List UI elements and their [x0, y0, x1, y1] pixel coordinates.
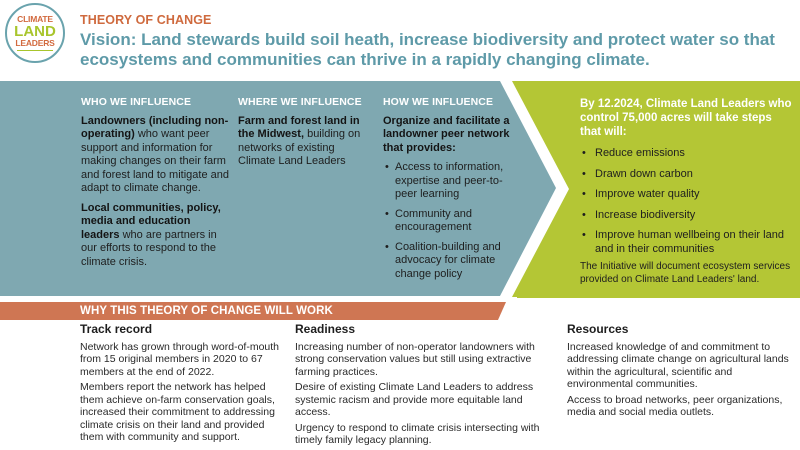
how-intro-bold: Organize and facilitate a landowner peer… [383, 114, 510, 154]
logo-underline [17, 49, 53, 52]
readiness-column: Readiness Increasing number of non-opera… [295, 323, 560, 450]
climate-land-leaders-logo: CLIMATE LAND LEADERS [5, 3, 65, 63]
logo-text-land: LAND [14, 22, 56, 40]
where-paragraph: Farm and forest land in the Midwest, bui… [238, 115, 373, 169]
where-we-influence-column: WHERE WE INFLUENCE Farm and forest land … [238, 96, 373, 175]
track-record-title: Track record [80, 322, 153, 336]
who-p2-bold: Local communities, policy, media and edu… [81, 201, 221, 241]
where-p1-bold: Farm and forest land in the Midwest, [238, 114, 360, 141]
resources-paragraph: Increased knowledge of and commitment to… [567, 340, 789, 391]
how-intro: Organize and facilitate a landowner peer… [383, 115, 518, 156]
outcome-list-item: Improve human wellbeing on their land an… [580, 229, 795, 256]
resources-paragraph: Access to broad networks, peer organizat… [567, 393, 783, 419]
how-heading: HOW WE INFLUENCE [383, 96, 494, 108]
outcome-list-item: Drawn down carbon [580, 168, 795, 182]
who-p1-text: who want peer support and information fo… [81, 128, 229, 194]
logo-text-climate: CLIMATE [17, 13, 53, 24]
where-p1-text: building on networks of existing Climate… [238, 128, 361, 167]
readiness-paragraph: Urgency to respond to climate crisis int… [295, 421, 540, 447]
readiness-paragraph: Increasing number of non-operator landow… [295, 340, 535, 378]
page-kicker: THEORY OF CHANGE [80, 13, 212, 27]
who-paragraph-1: Landowners (including non-operating) who… [81, 115, 231, 196]
vision-statement: Vision: Land stewards build soil heath, … [80, 30, 775, 69]
outcome-heading: By 12.2024, Climate Land Leaders who con… [580, 98, 792, 138]
logo-text-leaders: LEADERS [15, 38, 55, 49]
outcome-note: The Initiative will document ecosystem s… [580, 261, 791, 285]
why-banner: WHY THIS THEORY OF CHANGE WILL WORK [0, 302, 506, 320]
outcome-list-item: Improve water quality [580, 188, 795, 202]
outcome-list-item: Increase biodiversity [580, 209, 795, 223]
who-we-influence-column: WHO WE INFLUENCE Landowners (including n… [81, 96, 231, 275]
how-list-item: Community and encouragement [383, 208, 518, 235]
outcome-column: By 12.2024, Climate Land Leaders who con… [580, 97, 795, 286]
how-list-item: Coalition-building and advocacy for clim… [383, 241, 518, 282]
where-heading: WHERE WE INFLUENCE [238, 96, 362, 108]
how-list-item: Access to information, expertise and pee… [383, 161, 518, 202]
who-paragraph-2: Local communities, policy, media and edu… [81, 202, 231, 270]
track-record-paragraph: Members report the network has helped th… [80, 381, 275, 443]
outcome-list: Reduce emissions Drawn down carbon Impro… [580, 147, 795, 256]
who-p1-bold: Landowners (including non-operating) [81, 114, 229, 141]
why-banner-text: WHY THIS THEORY OF CHANGE WILL WORK [80, 305, 333, 317]
readiness-paragraph: Desire of existing Climate Land Leaders … [295, 381, 534, 418]
outcome-list-item: Reduce emissions [580, 147, 795, 161]
who-p2-text: who are partners in our efforts to respo… [81, 228, 217, 268]
track-record-paragraph: Network has grown through word-of-mouth … [80, 340, 280, 378]
resources-column: Resources Increased knowledge of and com… [567, 323, 792, 422]
resources-title: Resources [567, 322, 629, 336]
who-heading: WHO WE INFLUENCE [81, 96, 192, 108]
lime-divider [517, 296, 800, 298]
readiness-title: Readiness [295, 322, 356, 336]
how-list: Access to information, expertise and pee… [383, 161, 518, 281]
track-record-column: Track record Network has grown through w… [80, 323, 290, 447]
how-we-influence-column: HOW WE INFLUENCE Organize and facilitate… [383, 96, 518, 287]
